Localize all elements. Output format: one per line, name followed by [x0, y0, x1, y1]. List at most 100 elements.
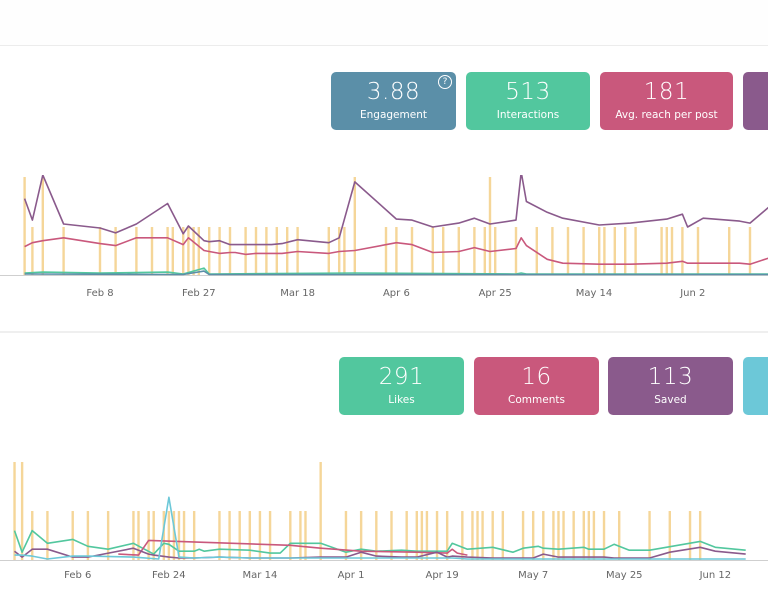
reach-card-partial[interactable] — [743, 72, 768, 130]
post-marker-bar — [552, 511, 555, 560]
help-icon[interactable]: ? — [438, 75, 452, 89]
post-marker-bar — [562, 511, 565, 560]
post-marker-bar — [289, 511, 292, 560]
post-marker-bar — [491, 511, 494, 560]
likes-card[interactable]: 291 Likes — [339, 357, 464, 415]
post-marker-bar — [147, 511, 150, 560]
post-marker-bar — [258, 511, 262, 560]
post-marker-bar — [46, 511, 49, 560]
saved-card[interactable]: 113 Saved — [608, 357, 733, 415]
series-line-likes — [13, 529, 746, 555]
x-tick-label: Jun 12 — [699, 570, 732, 581]
post-marker-bar — [62, 227, 65, 275]
post-marker-bar — [598, 227, 601, 275]
post-marker-bar — [41, 177, 44, 275]
section-divider — [0, 331, 768, 333]
post-marker-bar — [535, 227, 538, 275]
likes-label: Likes — [388, 394, 415, 406]
post-marker-bar — [20, 462, 24, 560]
post-marker-bar — [566, 227, 570, 275]
top-header-bar — [0, 0, 768, 46]
post-marker-bar — [248, 511, 252, 560]
post-marker-bar — [71, 511, 74, 560]
post-marker-bar — [728, 227, 731, 275]
post-marker-bar — [238, 511, 241, 560]
post-marker-bar — [420, 511, 424, 560]
post-marker-bar — [13, 462, 16, 560]
comments-card[interactable]: 16 Comments — [474, 357, 599, 415]
post-marker-bar — [167, 511, 171, 560]
post-marker-bar — [501, 511, 505, 560]
post-marker-bar — [132, 511, 135, 560]
post-marker-bar — [557, 511, 560, 560]
post-marker-bar — [572, 511, 575, 560]
post-marker-bar — [177, 511, 181, 560]
x-tick-label: Apr 6 — [383, 288, 410, 299]
top-line-chart: Feb 8 Feb 27 Mar 18 Apr 6 Apr 25 May 14 Jun 2 — [0, 175, 768, 299]
post-marker-bar — [618, 511, 621, 560]
interactions-label: Interactions — [496, 109, 560, 121]
avg-reach-card[interactable]: 181 Avg. reach per post — [600, 72, 733, 130]
x-tick-label: Jun 2 — [679, 288, 705, 299]
post-marker-bar — [542, 511, 545, 560]
post-marker-bar — [275, 227, 278, 275]
post-marker-bar — [254, 227, 258, 275]
post-marker-bar — [265, 227, 268, 275]
x-tick-label: Mar 14 — [243, 570, 278, 581]
post-marker-bar — [344, 511, 348, 560]
post-marker-bar — [531, 511, 535, 560]
post-marker-bar — [218, 511, 221, 560]
post-marker-bar — [681, 227, 684, 275]
post-marker-bar — [114, 227, 117, 275]
post-marker-bar — [319, 462, 322, 560]
comments-label: Comments — [508, 394, 565, 406]
post-marker-bar — [384, 227, 388, 275]
interactions-value: 513 — [505, 79, 551, 105]
engagement-card[interactable]: 3.88 Engagement ? — [331, 72, 456, 130]
post-marker-bar — [228, 511, 231, 560]
series-line-saved — [14, 546, 746, 559]
saved-value: 113 — [647, 364, 694, 390]
x-tick-label: Apr 25 — [479, 288, 512, 299]
post-marker-bar — [602, 511, 606, 560]
x-tick-label: Feb 6 — [64, 570, 91, 581]
post-marker-bar — [442, 227, 445, 275]
post-marker-bar — [304, 511, 307, 560]
shares-card-partial[interactable] — [743, 357, 768, 415]
post-marker-bar — [587, 511, 591, 560]
comments-value: 16 — [521, 364, 552, 390]
series-line-comments — [118, 539, 468, 556]
x-tick-label: Apr 19 — [425, 570, 458, 581]
post-marker-bar — [268, 511, 272, 560]
post-marker-bar — [359, 511, 363, 560]
post-marker-bar — [98, 227, 102, 275]
post-marker-bar — [150, 227, 154, 275]
post-marker-bar — [137, 511, 140, 560]
post-marker-bar — [634, 227, 637, 275]
post-marker-bar — [182, 511, 186, 560]
post-marker-bar — [228, 227, 232, 275]
post-marker-bar — [166, 227, 169, 275]
post-marker-bar — [688, 511, 692, 560]
post-marker-bar — [425, 511, 429, 560]
post-marker-bar — [665, 227, 668, 275]
x-tick-label: Mar 18 — [280, 288, 315, 299]
avg-reach-value: 181 — [643, 79, 690, 105]
x-tick-label: Feb 24 — [152, 570, 186, 581]
post-marker-bar — [521, 511, 525, 560]
post-marker-bar — [187, 227, 190, 275]
post-marker-bar — [613, 227, 616, 275]
post-marker-bar — [696, 227, 700, 275]
post-marker-bar — [476, 511, 479, 560]
post-marker-bar — [551, 227, 554, 275]
post-marker-bar — [286, 227, 289, 275]
interactions-card[interactable]: 513 Interactions — [466, 72, 590, 130]
post-marker-bar — [415, 511, 418, 560]
avg-reach-label: Avg. reach per post — [615, 109, 718, 121]
post-marker-bar — [31, 511, 34, 560]
post-marker-bar — [514, 227, 518, 275]
post-marker-bar — [106, 511, 110, 560]
post-marker-bar — [435, 511, 439, 560]
post-marker-bar — [327, 227, 330, 275]
post-marker-bar — [197, 227, 200, 275]
